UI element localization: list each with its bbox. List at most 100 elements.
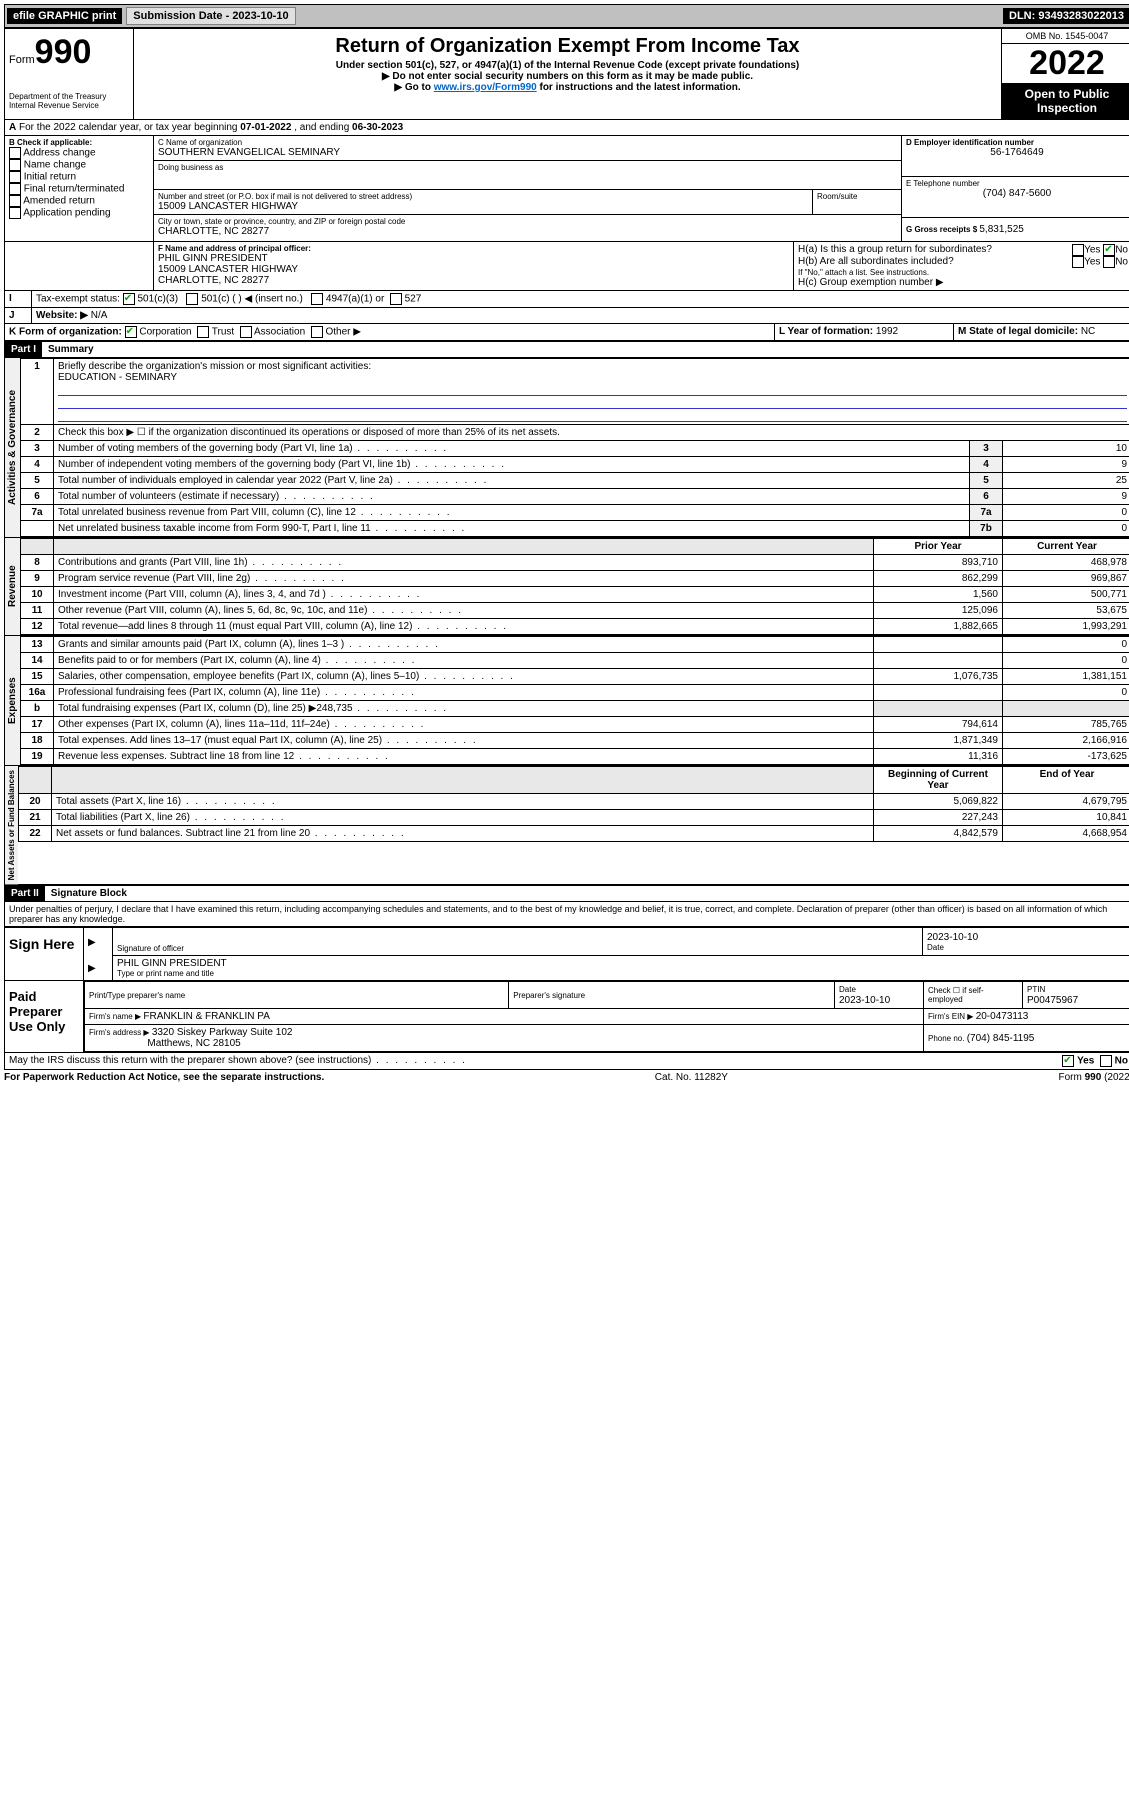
firm-ein: 20-0473113 — [976, 1011, 1029, 1022]
ein-label: D Employer identification number — [906, 138, 1128, 147]
table-row: Revenue less expenses. Subtract line 18 … — [54, 749, 874, 765]
sig-date: 2023-10-10 — [927, 932, 1127, 943]
efile-print-button[interactable]: efile GRAPHIC print — [7, 8, 122, 24]
table-row: Total number of individuals employed in … — [54, 473, 970, 489]
open-to-public: Open to Public Inspection — [1002, 83, 1129, 119]
assoc-checkbox[interactable] — [240, 326, 252, 338]
dept-treasury: Department of the Treasury — [9, 92, 129, 101]
hb-note: If "No," attach a list. See instructions… — [798, 268, 1128, 277]
app-pending-checkbox[interactable] — [9, 207, 21, 219]
top-toolbar: efile GRAPHIC print Submission Date - 20… — [4, 4, 1129, 28]
identity-row: B Check if applicable: Address change Na… — [4, 136, 1129, 242]
name-change-checkbox[interactable] — [9, 159, 21, 171]
addr-change-checkbox[interactable] — [9, 147, 21, 159]
ptin-label: PTIN — [1027, 985, 1045, 994]
table-row: Contributions and grants (Part VIII, lin… — [54, 555, 874, 571]
org-name: SOUTHERN EVANGELICAL SEMINARY — [158, 147, 897, 158]
form-org-label: K Form of organization: — [9, 327, 122, 338]
end-year-header: End of Year — [1003, 767, 1129, 794]
4947-checkbox[interactable] — [311, 293, 323, 305]
table-row: Net unrelated business taxable income fr… — [54, 521, 970, 537]
goto-post: for instructions and the latest informat… — [537, 82, 741, 93]
website-value: N/A — [91, 310, 108, 321]
app-pending-label: Application pending — [23, 208, 110, 219]
discuss-yes-checkbox[interactable] — [1062, 1055, 1074, 1067]
penalty-statement: Under penalties of perjury, I declare th… — [4, 902, 1129, 927]
begin-year-header: Beginning of Current Year — [874, 767, 1003, 794]
period-text-a: For the 2022 calendar year, or tax year … — [19, 122, 240, 133]
vert-expenses: Expenses — [5, 636, 20, 765]
ha-no-checkbox[interactable] — [1103, 244, 1115, 256]
tax-year: 2022 — [1002, 44, 1129, 83]
table-row: Total fundraising expenses (Part IX, col… — [54, 701, 874, 717]
no-label2: No — [1115, 257, 1128, 268]
assoc-label: Association — [254, 327, 305, 338]
prep-date-label: Date — [839, 985, 856, 994]
hb-no-checkbox[interactable] — [1103, 256, 1115, 268]
table-row: Benefits paid to or for members (Part IX… — [54, 653, 874, 669]
expenses-table: 13Grants and similar amounts paid (Part … — [20, 636, 1129, 765]
form990-link[interactable]: www.irs.gov/Form990 — [434, 82, 537, 93]
sign-here-label: Sign Here — [5, 928, 84, 980]
sig-name-label: Type or print name and title — [117, 969, 1127, 978]
city-label: City or town, state or province, country… — [158, 217, 897, 226]
goto-pre: ▶ Go to — [394, 82, 433, 93]
mission-value: EDUCATION - SEMINARY — [58, 372, 177, 383]
corp-checkbox[interactable] — [125, 326, 137, 338]
form-footer-label: Form — [1059, 1072, 1085, 1083]
form-footer: 990 — [1085, 1072, 1102, 1083]
discuss-no-checkbox[interactable] — [1100, 1055, 1112, 1067]
prior-year-header: Prior Year — [874, 539, 1003, 555]
signature-block: Sign Here ▶ Signature of officer 2023-10… — [4, 927, 1129, 1053]
part-i-header: Part I Summary — [4, 341, 1129, 358]
org-form-row: K Form of organization: Corporation Trus… — [4, 324, 1129, 341]
cat-no: Cat. No. 11282Y — [655, 1072, 728, 1083]
hb-yes-checkbox[interactable] — [1072, 256, 1084, 268]
line2-label: Check this box ▶ ☐ if the organization d… — [54, 425, 1129, 441]
amended-return-checkbox[interactable] — [9, 195, 21, 207]
pra-notice: For Paperwork Reduction Act Notice, see … — [4, 1072, 324, 1083]
firm-ein-label: Firm's EIN ▶ — [928, 1012, 976, 1021]
gross-label: G Gross receipts $ — [906, 225, 979, 234]
prep-name-label: Print/Type preparer's name — [85, 982, 509, 1009]
page-footer: For Paperwork Reduction Act Notice, see … — [4, 1070, 1129, 1085]
ein-value: 56-1764649 — [906, 147, 1128, 158]
initial-return-checkbox[interactable] — [9, 171, 21, 183]
initial-return-label: Initial return — [24, 172, 76, 183]
table-row: Other revenue (Part VIII, column (A), li… — [54, 603, 874, 619]
sig-date-label: Date — [927, 943, 1127, 952]
current-year-header: Current Year — [1003, 539, 1129, 555]
sig-officer-label: Signature of officer — [117, 944, 918, 953]
firm-addr2: Matthews, NC 28105 — [147, 1038, 240, 1049]
firm-phone: (704) 845-1195 — [967, 1033, 1035, 1044]
other-checkbox[interactable] — [311, 326, 323, 338]
street-label: Number and street (or P.O. box if mail i… — [158, 192, 808, 201]
ha-yes-checkbox[interactable] — [1072, 244, 1084, 256]
gross-value: 5,831,525 — [979, 224, 1024, 235]
form-title: Return of Organization Exempt From Incom… — [138, 35, 997, 58]
submission-date-button[interactable]: Submission Date - 2023-10-10 — [126, 7, 295, 25]
period-end: 06-30-2023 — [352, 122, 403, 133]
table-row: Total unrelated business revenue from Pa… — [54, 505, 970, 521]
form-word: Form — [9, 54, 35, 66]
self-employed-label: Check ☐ if self-employed — [924, 982, 1023, 1009]
527-checkbox[interactable] — [390, 293, 402, 305]
other-label: Other ▶ — [325, 327, 360, 338]
part-i-title: Summary — [42, 342, 100, 357]
domicile-value: NC — [1081, 326, 1095, 337]
501c-checkbox[interactable] — [186, 293, 198, 305]
part-i-tag: Part I — [5, 342, 42, 357]
part-ii-tag: Part II — [5, 886, 45, 901]
period-row: A For the 2022 calendar year, or tax yea… — [4, 120, 1129, 136]
trust-checkbox[interactable] — [197, 326, 209, 338]
table-row: Total liabilities (Part X, line 26) — [52, 810, 874, 826]
table-row: Professional fundraising fees (Part IX, … — [54, 685, 874, 701]
final-return-checkbox[interactable] — [9, 183, 21, 195]
tax-exempt-label: Tax-exempt status: — [36, 294, 120, 305]
501c3-checkbox[interactable] — [123, 293, 135, 305]
amended-return-label: Amended return — [23, 196, 95, 207]
527-label: 527 — [405, 294, 422, 305]
name-change-label: Name change — [24, 160, 86, 171]
phone-label: E Telephone number — [906, 179, 1128, 188]
officer-line3: CHARLOTTE, NC 28277 — [158, 275, 789, 286]
